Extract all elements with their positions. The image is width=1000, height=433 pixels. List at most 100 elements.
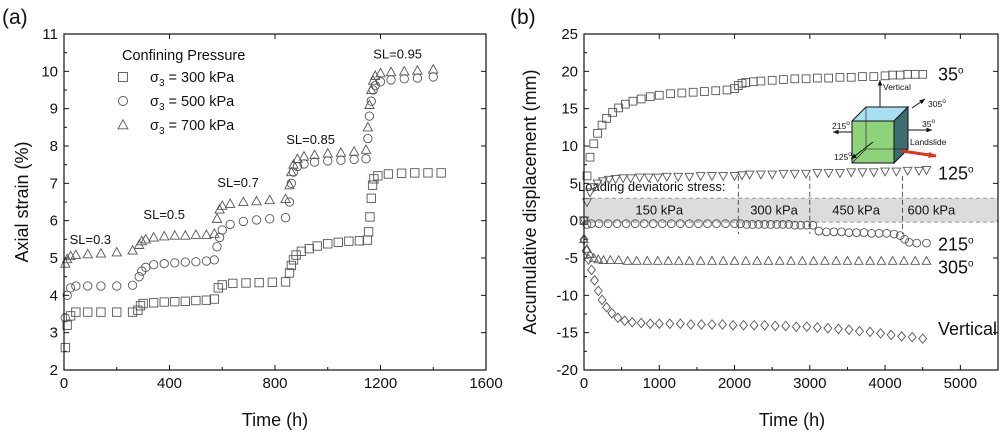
panel-a-point-circle bbox=[286, 178, 297, 188]
panel-a-point-square bbox=[366, 193, 376, 203]
panel-a-point-square bbox=[367, 180, 378, 190]
panel-a-point-square bbox=[363, 227, 374, 237]
panel-b-series-label: Vertical bbox=[938, 319, 997, 339]
panel-b-point-circle bbox=[852, 228, 861, 237]
panel-b-point-circle bbox=[612, 219, 622, 229]
panel-a-legend-marker-square bbox=[118, 72, 128, 82]
panel-a-point-square bbox=[291, 250, 301, 260]
panel-a-legend-marker-circle bbox=[118, 96, 128, 106]
panel-a-point-circle bbox=[284, 197, 295, 207]
panel-b-point-circle bbox=[790, 220, 800, 230]
panel-b-point-triangle-down bbox=[729, 172, 740, 182]
panel-b-stage-label: 300 kPa bbox=[750, 203, 798, 218]
panel-b-point-square bbox=[585, 152, 595, 162]
panel-b-point-square bbox=[846, 72, 856, 82]
panel-b-point-circle bbox=[772, 220, 782, 229]
panel-a-point-triangle bbox=[309, 149, 320, 159]
panel-b-point-triangle-down bbox=[695, 172, 706, 182]
panel-a-point-circle bbox=[60, 313, 70, 323]
panel-a-point-circle bbox=[127, 280, 138, 290]
panel-b-point-diamond bbox=[897, 331, 907, 342]
panel-b-point-diamond bbox=[627, 316, 637, 328]
panel-b-point-circle bbox=[721, 219, 730, 229]
panel-b-point-diamond bbox=[886, 329, 896, 341]
panel-a-point-circle bbox=[386, 75, 396, 85]
panel-b-point-diamond bbox=[593, 285, 603, 297]
panel-b-point-triangle-down bbox=[801, 169, 812, 180]
panel-b-point-triangle-down bbox=[673, 172, 684, 183]
panel-b-point-square bbox=[602, 114, 611, 123]
panel-a-point-square bbox=[96, 307, 106, 317]
panel-b-point-circle bbox=[754, 220, 763, 229]
panel-a-point-circle bbox=[364, 111, 375, 121]
panel-b-point-square bbox=[677, 88, 687, 98]
panel-a-point-circle bbox=[134, 272, 144, 282]
panel-a-ytick-label: 2 bbox=[50, 362, 58, 379]
panel-a-point-triangle bbox=[364, 99, 375, 109]
panel-b-point-square bbox=[688, 87, 698, 97]
panel-a-point-circle bbox=[180, 257, 190, 267]
panel-a-point-square bbox=[396, 168, 407, 178]
panel-b-ytick-label: 20 bbox=[561, 63, 578, 80]
panel-b-point-diamond bbox=[620, 315, 630, 327]
panel-b-point-triangle-down bbox=[706, 172, 718, 182]
panel-a-ytick-label: 4 bbox=[50, 287, 58, 304]
panel-b-point-circle bbox=[882, 229, 891, 238]
panel-a-legend-title: Confining Pressure bbox=[122, 48, 245, 64]
panel-a-point-square bbox=[170, 297, 180, 307]
panel-b-point-circle bbox=[922, 238, 931, 248]
panel-b-point-square bbox=[767, 75, 777, 85]
panel-b-point-triangle bbox=[613, 254, 624, 265]
panel-b-inset-125-label: 125o bbox=[834, 151, 852, 162]
panel-a-point-triangle bbox=[133, 239, 145, 249]
panel-b-point-triangle bbox=[887, 255, 898, 265]
panel-b-point-square bbox=[918, 69, 928, 79]
panel-a-point-triangle bbox=[427, 63, 439, 74]
panel-b-point-square bbox=[869, 72, 879, 81]
panel-a-point-square bbox=[267, 277, 278, 287]
panel-a-point-circle bbox=[399, 74, 409, 84]
panel-b-point-triangle-down bbox=[652, 173, 663, 183]
panel-b-point-square bbox=[711, 86, 721, 96]
panel-b-point-triangle bbox=[622, 255, 633, 265]
panel-b-xtick-label: 5000 bbox=[944, 375, 977, 392]
panel-b-point-triangle bbox=[652, 255, 663, 265]
panel-a-point-triangle bbox=[280, 193, 291, 204]
panel-a-point-square bbox=[127, 307, 138, 317]
panel-a-point-square bbox=[373, 171, 383, 181]
panel-a-ylabel: Axial strain (%) bbox=[12, 141, 32, 262]
panel-b-point-square bbox=[903, 69, 913, 79]
panel-b-point-triangle-down bbox=[610, 175, 621, 185]
panel-b-point-circle bbox=[603, 219, 613, 229]
panel-a-ytick-label: 11 bbox=[42, 26, 58, 43]
panel-a-point-circle bbox=[149, 260, 159, 270]
panel-a-point-square bbox=[191, 295, 201, 306]
panel-a-point-triangle bbox=[211, 213, 223, 223]
panel-a-point-square bbox=[304, 244, 314, 254]
panel-a-point-square bbox=[180, 296, 190, 306]
panel-b-point-triangle-down bbox=[880, 167, 891, 177]
panel-b-point-diamond bbox=[728, 319, 738, 331]
panel-b-point-triangle bbox=[695, 255, 706, 265]
panel-b-point-diamond bbox=[696, 319, 706, 330]
panel-b-point-triangle bbox=[663, 255, 674, 265]
panel-b-point-square bbox=[880, 71, 890, 81]
panel-a-point-square bbox=[201, 295, 212, 305]
panel-b-point-triangle-down bbox=[603, 175, 614, 186]
panel-a-point-square bbox=[436, 168, 446, 178]
panel-b-point-circle bbox=[748, 220, 757, 229]
panel-b-point-triangle-down bbox=[778, 169, 789, 180]
panel-b-inset-vertical-label: Vertical bbox=[883, 82, 911, 92]
panel-a-point-circle bbox=[201, 256, 212, 266]
panel-a-point-triangle bbox=[367, 74, 379, 85]
panel-b-point-triangle bbox=[588, 252, 599, 262]
panel-b-point-square bbox=[628, 96, 638, 106]
panel-b-xtick-label: 4000 bbox=[868, 375, 901, 392]
panel-b-point-circle bbox=[802, 220, 812, 230]
panel-a-point-square bbox=[138, 298, 148, 309]
panel-b-arrow-125-head bbox=[851, 153, 857, 159]
panel-a-point-triangle bbox=[348, 145, 360, 156]
panel-b-point-triangle-down bbox=[634, 173, 645, 183]
panel-b-inset-landslide-label: Landslide bbox=[910, 137, 947, 147]
panel-a-point-square bbox=[288, 255, 299, 265]
